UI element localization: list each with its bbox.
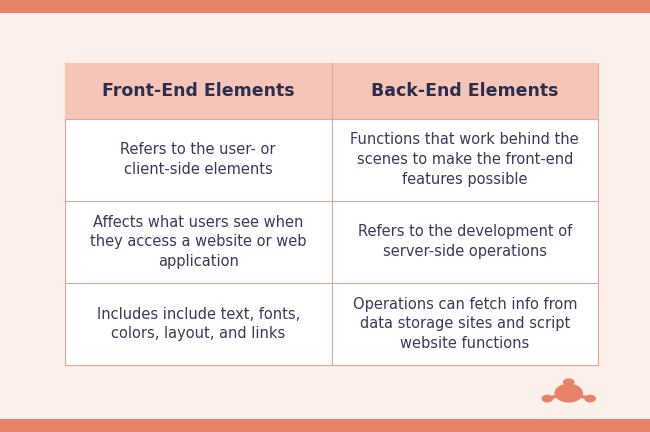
Text: Back-End Elements: Back-End Elements — [371, 82, 558, 100]
Text: Operations can fetch info from
data storage sites and script
website functions: Operations can fetch info from data stor… — [352, 297, 577, 351]
FancyBboxPatch shape — [65, 63, 598, 119]
Text: Includes include text, fonts,
colors, layout, and links: Includes include text, fonts, colors, la… — [97, 307, 300, 341]
Text: Affects what users see when
they access a website or web
application: Affects what users see when they access … — [90, 215, 307, 269]
Text: Refers to the user- or
client-side elements: Refers to the user- or client-side eleme… — [120, 142, 276, 177]
Text: Functions that work behind the
scenes to make the front-end
features possible: Functions that work behind the scenes to… — [350, 132, 579, 187]
Circle shape — [563, 378, 575, 386]
Circle shape — [584, 395, 596, 403]
FancyBboxPatch shape — [65, 63, 598, 365]
Circle shape — [541, 395, 553, 403]
FancyBboxPatch shape — [0, 0, 650, 13]
Circle shape — [554, 384, 583, 403]
FancyBboxPatch shape — [0, 419, 650, 432]
Text: Front-End Elements: Front-End Elements — [102, 82, 294, 100]
Text: Refers to the development of
server-side operations: Refers to the development of server-side… — [358, 224, 572, 259]
